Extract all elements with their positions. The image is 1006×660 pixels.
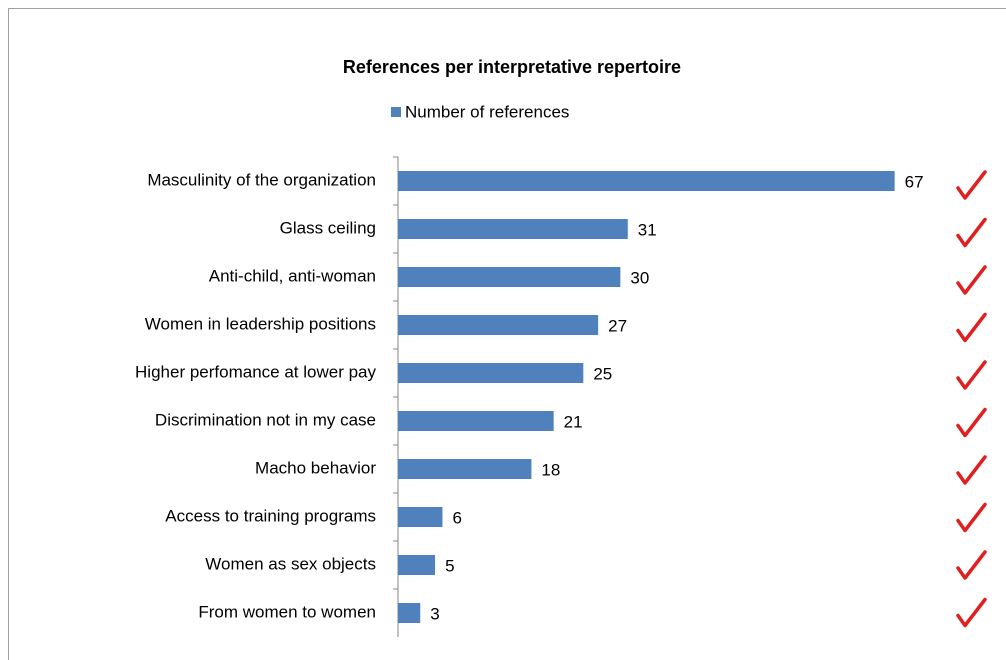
bar <box>398 603 421 623</box>
bar <box>398 555 436 575</box>
category-label: Higher perfomance at lower pay <box>135 362 376 381</box>
value-label: 5 <box>445 556 454 575</box>
check-mark <box>956 217 987 248</box>
legend-label: Number of references <box>405 102 569 121</box>
chart-title: References per interpretative repertoire <box>343 57 681 77</box>
category-label: Macho behavior <box>255 458 376 477</box>
value-label: 3 <box>430 604 439 623</box>
check-mark <box>956 312 987 343</box>
value-label: 25 <box>593 364 612 383</box>
check-mark <box>956 455 987 485</box>
value-label: 18 <box>541 460 560 479</box>
bar <box>398 507 443 527</box>
check-mark <box>956 597 987 628</box>
check-marks <box>956 170 987 628</box>
check-mark <box>956 550 987 580</box>
value-label: 6 <box>452 508 461 527</box>
check-mark <box>956 170 987 200</box>
bar <box>398 363 584 383</box>
check-mark <box>956 360 987 390</box>
category-label: Glass ceiling <box>280 218 376 237</box>
check-mark <box>956 502 987 533</box>
category-label: From women to women <box>198 602 376 621</box>
category-label: Access to training programs <box>165 506 376 525</box>
value-label: 31 <box>638 220 657 239</box>
category-label: Women in leadership positions <box>145 314 376 333</box>
category-label: Discrimination not in my case <box>155 410 376 429</box>
category-label: Masculinity of the organization <box>147 170 376 189</box>
bar <box>398 219 628 239</box>
value-label: 27 <box>608 316 627 335</box>
value-label: 30 <box>630 268 649 287</box>
bar <box>398 459 532 479</box>
value-label: 67 <box>905 172 924 191</box>
category-label: Anti-child, anti-woman <box>209 266 376 285</box>
bar <box>398 315 599 335</box>
legend-swatch <box>391 107 401 117</box>
bar <box>398 171 895 191</box>
chart-frame <box>8 8 1006 660</box>
value-label: 21 <box>564 412 583 431</box>
category-label: Women as sex objects <box>205 554 376 573</box>
bar <box>398 267 621 287</box>
check-mark <box>956 265 987 295</box>
check-mark <box>956 407 987 438</box>
bar <box>398 411 554 431</box>
